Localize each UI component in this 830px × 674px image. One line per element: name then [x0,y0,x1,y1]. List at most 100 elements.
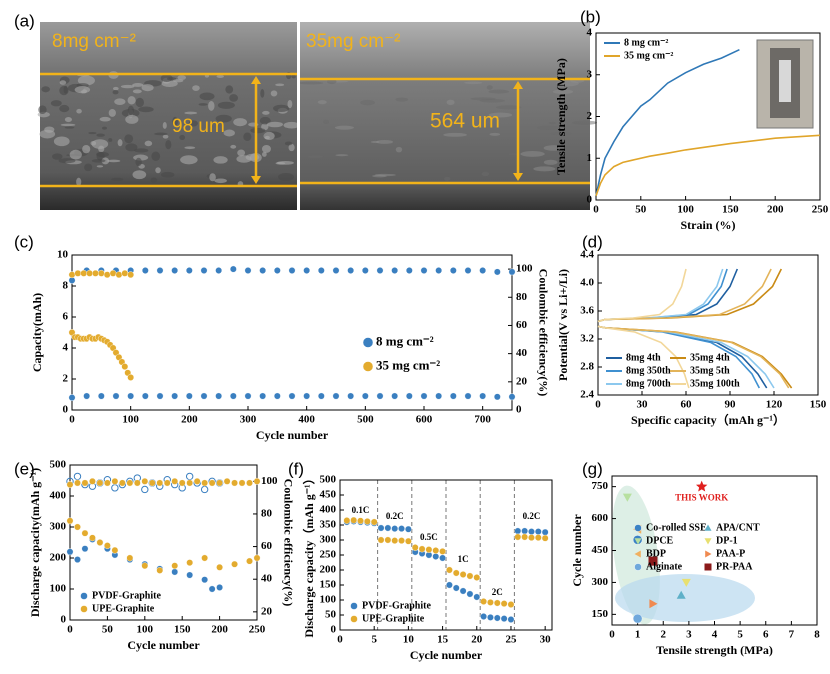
legend-label: 35mg 4th [690,352,730,363]
y-tick-label: 2.8 [580,361,594,373]
y-axis-label: Discharge capacity(mAh g⁻¹) [28,468,42,617]
sem-texture [260,89,265,98]
sem-texture [486,85,493,90]
data-point [508,268,516,276]
data-point [185,392,193,400]
sem-texture [59,80,67,85]
data-point [104,542,111,549]
data-point [111,546,119,554]
legend-marker [704,538,712,545]
y2-tick-label: 80 [516,291,528,303]
sem-texture [275,83,285,87]
y-tick-label: 400 [50,490,67,502]
data-point [521,533,529,541]
y2-tick-label: 100 [261,475,278,487]
data-point [83,392,91,400]
sem-texture [121,108,140,118]
data-point [479,267,487,274]
data-point [508,393,516,401]
data-point [104,479,111,487]
sem-texture [188,120,198,127]
sem-texture [237,149,246,157]
sem-texture [572,120,598,125]
legend-label: Alginate [646,561,683,572]
sem-texture [543,159,558,165]
data-point [377,536,385,544]
y-tick-label: 300 [592,576,609,588]
sem-texture [443,132,467,137]
y-tick-label: 4 [587,27,593,39]
sem-texture [127,96,136,105]
y-tick-label: 750 [592,480,609,492]
data-point [622,493,632,502]
y-tick-label: 100 [320,594,337,606]
this-work-star [695,480,708,492]
sem-texture [543,145,565,151]
sem-texture [229,94,239,102]
sem-texture [250,127,266,134]
data-point [223,477,231,485]
legend-label: APA/CNT [716,522,760,533]
legend-label: Co-rolled SSE [646,522,707,533]
sem-texture [160,171,175,178]
sem-texture [77,75,95,86]
sem-texture [209,173,216,182]
x-tick-label: 250 [249,624,266,636]
data-point [216,563,224,571]
data-point [141,392,149,400]
legend-marker [705,550,712,558]
legend-marker [634,538,642,545]
legend-label: PVDF-Graphite [362,600,431,611]
data-point [74,269,82,277]
data-point [464,392,472,400]
data-point [74,523,81,531]
sem-texture [96,133,105,137]
data-point [244,267,252,274]
data-point [528,534,535,541]
y-tick-label: 400 [320,504,337,516]
y-axis-label: Capacity(mAh) [30,293,44,372]
sem-texture [88,131,97,135]
data-point [507,616,515,623]
x-tick-label: 150 [722,204,739,216]
x-axis-label: Tensile strength (MPa) [656,643,773,657]
legend-label: 8mg 700th [626,378,671,389]
sem-texture [489,132,501,136]
sem-texture [99,116,111,122]
data-point [493,393,501,401]
legend-label: 8 mg cm⁻² [376,333,434,348]
data-point [676,590,686,599]
data-point [141,267,149,274]
data-point [68,271,76,279]
rate-label: 1C [458,554,469,564]
sem-texture [283,121,300,129]
panel-label: (d) [582,232,603,251]
sem-texture [223,129,235,137]
y-axis-label: Potential(V vs Li+/Li) [556,269,570,381]
sem-texture [198,103,208,106]
data-point [514,533,522,541]
image-annotation: 98 um [172,116,225,137]
sem-texture [376,139,394,144]
sem-texture [114,98,126,105]
sem-texture [113,86,119,91]
data-point [521,527,529,535]
y2-tick-label: 20 [516,375,528,387]
data-point [420,267,428,274]
data-point [186,571,194,579]
y-tick-label: 0 [331,624,337,636]
data-point [118,479,126,487]
data-point [391,525,399,532]
data-point [649,599,658,609]
data-point [317,267,325,274]
sem-texture [74,86,91,94]
image-annotation: 564 um [430,110,500,133]
data-point [126,554,134,562]
sem-texture [112,89,119,95]
data-point [115,271,123,279]
legend-label: 35 mg cm⁻² [376,357,440,372]
sem-texture [53,136,70,147]
x-axis-label: Cycle number [410,648,483,662]
y-tick-label: 6 [63,311,69,323]
sem-texture [96,165,104,168]
